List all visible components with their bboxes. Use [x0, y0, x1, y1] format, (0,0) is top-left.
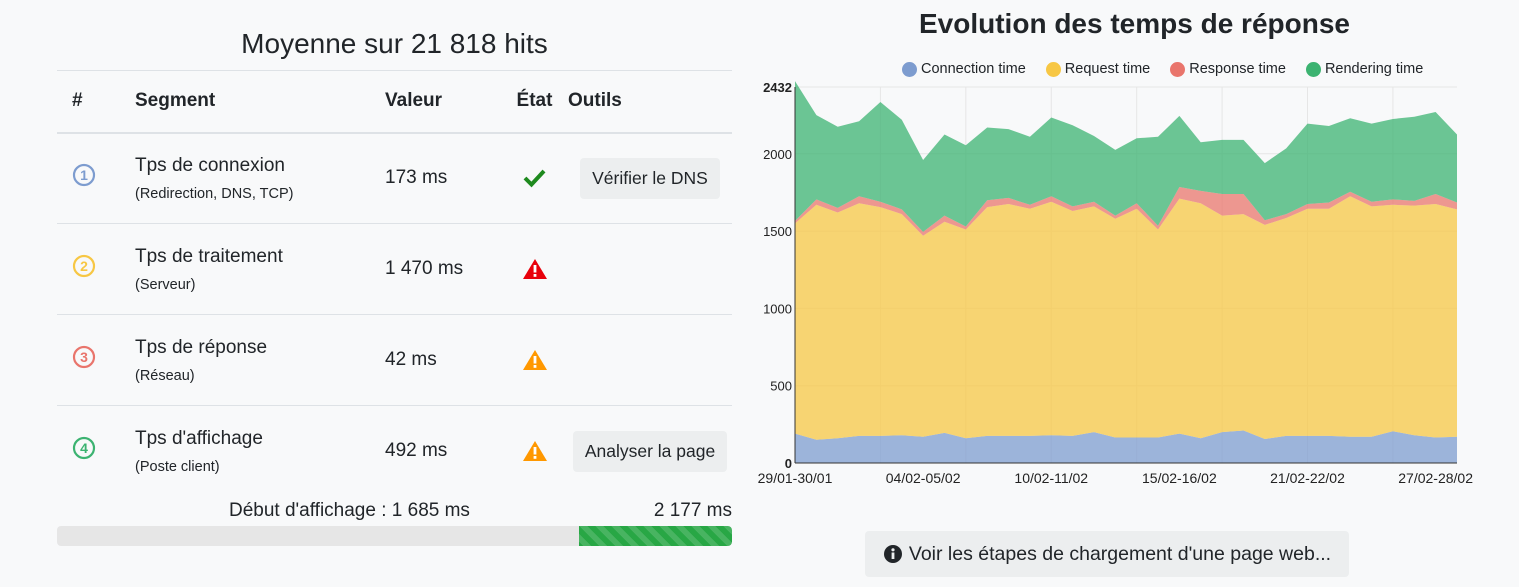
legend-item[interactable]: Request time [1045, 61, 1151, 77]
header-value: Valeur [385, 70, 501, 134]
area-chart: 0 500 1000 1500 2000 2432 29/01-30/01 04/02-05/… [758, 80, 1474, 486]
segments-body: 1 Tps de connexion (Redirection, DNS, TCP)… [57, 132, 732, 497]
area-series-1 [795, 430, 1457, 463]
segment-tools [568, 223, 732, 315]
segment-state [501, 406, 568, 497]
chart-legend: Connection time Request time Response time… [902, 61, 1423, 77]
y-tick-label: 0 [785, 456, 792, 471]
segment-number-icon: 2 [72, 254, 96, 278]
header-tools: Outils [568, 70, 732, 134]
danger-triangle-icon [522, 259, 547, 279]
segment-sublabel: (Réseau) [135, 367, 195, 384]
legend-swatch [1305, 61, 1321, 77]
segment-value: 492 ms [385, 440, 448, 462]
row-number: 1 [57, 132, 135, 224]
chart-title: Evolution des temps de réponse [919, 8, 1350, 39]
analyze-page-button[interactable]: Analyser la page [572, 430, 728, 472]
y-tick-label: 500 [770, 379, 792, 394]
warning-triangle-icon [522, 350, 547, 370]
area-series-2 [795, 196, 1457, 440]
segment-state [501, 132, 568, 224]
x-tick-label: 27/02-28/02 [1398, 470, 1473, 486]
y-tick-label: 1000 [763, 301, 792, 316]
progress-caption: Début d'affichage : 1 685 ms 2 177 ms [57, 500, 732, 524]
area-series-3 [795, 187, 1457, 236]
area-series-4 [795, 81, 1457, 232]
load-steps-button[interactable]: Voir les étapes de chargement d'une page… [865, 531, 1349, 577]
segment-value: 1 470 ms [385, 223, 501, 315]
row-number: 2 [57, 223, 135, 315]
chart-panel: Evolution des temps de réponse Connectio… [750, 0, 1519, 587]
segment-tools: Analyser la page [568, 406, 732, 497]
check-icon [523, 169, 545, 188]
svg-text:2: 2 [80, 258, 88, 274]
info-icon [883, 545, 902, 563]
row-number: 3 [57, 314, 135, 406]
header-state: État [501, 70, 568, 134]
segment-label: Tps de traitement [135, 245, 283, 267]
segment-number-icon: 3 [72, 345, 96, 369]
row-segment: Tps de traitement (Serveur) [135, 223, 385, 315]
legend-swatch [1045, 61, 1061, 77]
y-tick-label: 1500 [763, 224, 792, 239]
svg-text:4: 4 [80, 440, 88, 456]
row-segment: Tps d'affichage (Poste client) [135, 406, 385, 497]
segment-sublabel: (Poste client) [135, 458, 220, 475]
legend-item[interactable]: Response time [1170, 61, 1286, 77]
segment-state [501, 314, 568, 406]
legend-swatch [902, 61, 917, 77]
segment-label: Tps de connexion [135, 154, 285, 176]
legend-item[interactable]: Connection time [902, 61, 1026, 77]
summary-title: Moyenne sur 21 818 hits [241, 28, 548, 59]
segment-tools [568, 314, 732, 406]
legend-swatch [1170, 61, 1186, 77]
header-segment: Segment [135, 70, 385, 134]
row-number: 4 [57, 406, 135, 497]
segment-sublabel: (Redirection, DNS, TCP) [135, 185, 294, 202]
x-tick-label: 15/02-16/02 [1142, 470, 1217, 486]
segment-label: Tps d'affichage [135, 427, 263, 449]
total-label: 2 177 ms [653, 500, 732, 521]
y-tick-label: 2432 [763, 80, 792, 95]
x-tick-label: 10/02-11/02 [1014, 470, 1088, 486]
x-tick-label: 29/01-30/01 [758, 470, 833, 486]
segment-number-icon: 1 [72, 164, 96, 187]
y-tick-label: 2000 [763, 147, 792, 162]
segment-label: Tps de réponse [135, 336, 268, 358]
x-tick-label: 21/02-22/02 [1270, 470, 1345, 486]
legend-label: Request time [1064, 61, 1151, 77]
display-start-label: Début d'affichage : 1 685 ms [229, 500, 470, 521]
row-segment: Tps de connexion (Redirection, DNS, TCP) [135, 132, 385, 224]
segments-table: # Segment Valeur État Outils 1 Tps de con… [57, 70, 732, 497]
segment-sublabel: (Serveur) [135, 276, 196, 293]
segment-value: 42 ms [385, 314, 501, 406]
row-segment: Tps de réponse (Réseau) [135, 314, 385, 406]
table-row: 3 Tps de réponse (Réseau) 42 ms [57, 314, 732, 406]
check-dns-button[interactable]: Vérifier le DNS [580, 157, 720, 199]
x-tick-label: 04/02-05/02 [886, 470, 961, 486]
progress-track [57, 526, 732, 546]
legend-item[interactable]: Rendering time [1305, 61, 1424, 77]
legend-label: Response time [1189, 61, 1286, 77]
segment-state [501, 223, 568, 315]
svg-text:1: 1 [80, 167, 88, 183]
table-header-row: # Segment Valeur État Outils [57, 70, 732, 134]
table-row: 1 Tps de connexion (Redirection, DNS, TCP)… [57, 132, 732, 224]
summary-panel: Moyenne sur 21 818 hits # Segment Valeur… [57, 0, 732, 587]
warning-triangle-icon [522, 441, 547, 462]
header-num: # [57, 70, 135, 134]
legend-label: Connection time [921, 61, 1026, 77]
legend-label: Rendering time [1324, 61, 1424, 77]
table-row: 4 Tps d'affichage (Poste client) 492 ms Anal… [57, 406, 732, 497]
load-steps-label: Voir les étapes de chargement d'une page… [908, 542, 1332, 565]
svg-text:3: 3 [80, 349, 88, 365]
progress-fill [579, 526, 732, 546]
segment-value: 173 ms [385, 132, 501, 224]
segment-number-icon: 4 [72, 437, 96, 460]
table-row: 2 Tps de traitement (Serveur) 1 470 ms [57, 223, 732, 315]
segment-tools: Vérifier le DNS [568, 132, 732, 224]
